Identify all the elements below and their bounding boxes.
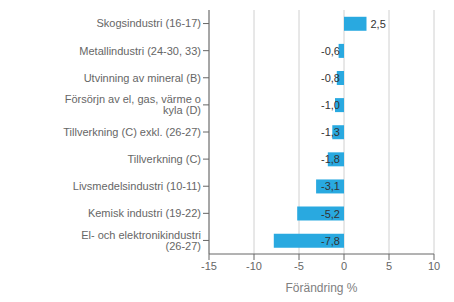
svg-text:-5,2: -5,2 bbox=[321, 208, 340, 220]
svg-text:Försörjn av el, gas, värme oky: Försörjn av el, gas, värme okyla (D) bbox=[65, 93, 201, 116]
svg-text:Skogsindustri (16-17): Skogsindustri (16-17) bbox=[96, 17, 201, 29]
svg-text:El- och elektronikindustri(26-: El- och elektronikindustri(26-27) bbox=[81, 229, 201, 252]
svg-text:2,5: 2,5 bbox=[371, 18, 386, 30]
svg-text:-1,3: -1,3 bbox=[321, 126, 340, 138]
svg-text:-0,8: -0,8 bbox=[321, 72, 340, 84]
svg-text:Metallindustri (24-30, 33): Metallindustri (24-30, 33) bbox=[79, 45, 201, 57]
svg-text:Förändring %: Förändring % bbox=[285, 281, 357, 295]
svg-text:-5: -5 bbox=[294, 260, 304, 272]
svg-text:0: 0 bbox=[341, 260, 347, 272]
svg-text:5: 5 bbox=[386, 260, 392, 272]
svg-text:-0,6: -0,6 bbox=[321, 45, 340, 57]
svg-text:-10: -10 bbox=[246, 260, 262, 272]
svg-text:Tillverkning (C): Tillverkning (C) bbox=[127, 153, 201, 165]
svg-text:Kemisk industri (19-22): Kemisk industri (19-22) bbox=[88, 207, 201, 219]
svg-text:-3,1: -3,1 bbox=[321, 180, 340, 192]
svg-text:Livsmedelsindustri (10-11): Livsmedelsindustri (10-11) bbox=[73, 180, 201, 192]
svg-text:-1,8: -1,8 bbox=[321, 153, 340, 165]
svg-text:-15: -15 bbox=[201, 260, 217, 272]
svg-text:10: 10 bbox=[428, 260, 440, 272]
svg-text:Utvinning av mineral (B): Utvinning av mineral (B) bbox=[84, 72, 201, 84]
svg-text:Tillverkning (C) exkl. (26-27): Tillverkning (C) exkl. (26-27) bbox=[63, 126, 201, 138]
svg-text:-7,8: -7,8 bbox=[321, 235, 340, 247]
svg-text:-1,0: -1,0 bbox=[321, 99, 340, 111]
